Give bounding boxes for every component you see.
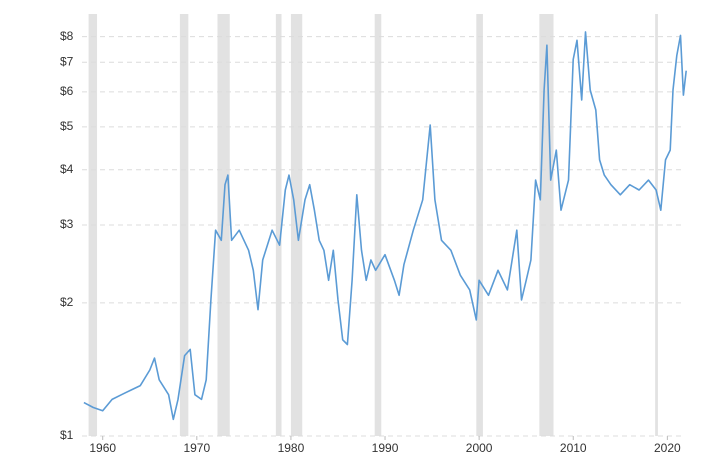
x-tick-label: 1960 [89,441,116,455]
x-tick-label: 2010 [560,441,587,455]
y-tick-label: $4 [60,162,74,176]
price-line [83,31,687,421]
y-tick-label: $5 [60,119,74,133]
x-tick-label: 1990 [372,441,399,455]
y-tick-label: $1 [60,428,74,442]
y-tick-label: $8 [60,29,74,43]
x-tick-label: 1980 [278,441,305,455]
recession-band [655,14,658,436]
y-tick-label: $2 [60,295,74,309]
recession-band [217,14,230,436]
recession-band [374,14,382,436]
x-tick-label: 2020 [654,441,681,455]
x-tick-label: 2000 [466,441,493,455]
x-tick-label: 1970 [183,441,210,455]
y-tick-label: $6 [60,84,74,98]
recession-band [275,14,282,436]
y-tick-label: $3 [60,217,74,231]
y-tick-label: $7 [60,54,74,68]
